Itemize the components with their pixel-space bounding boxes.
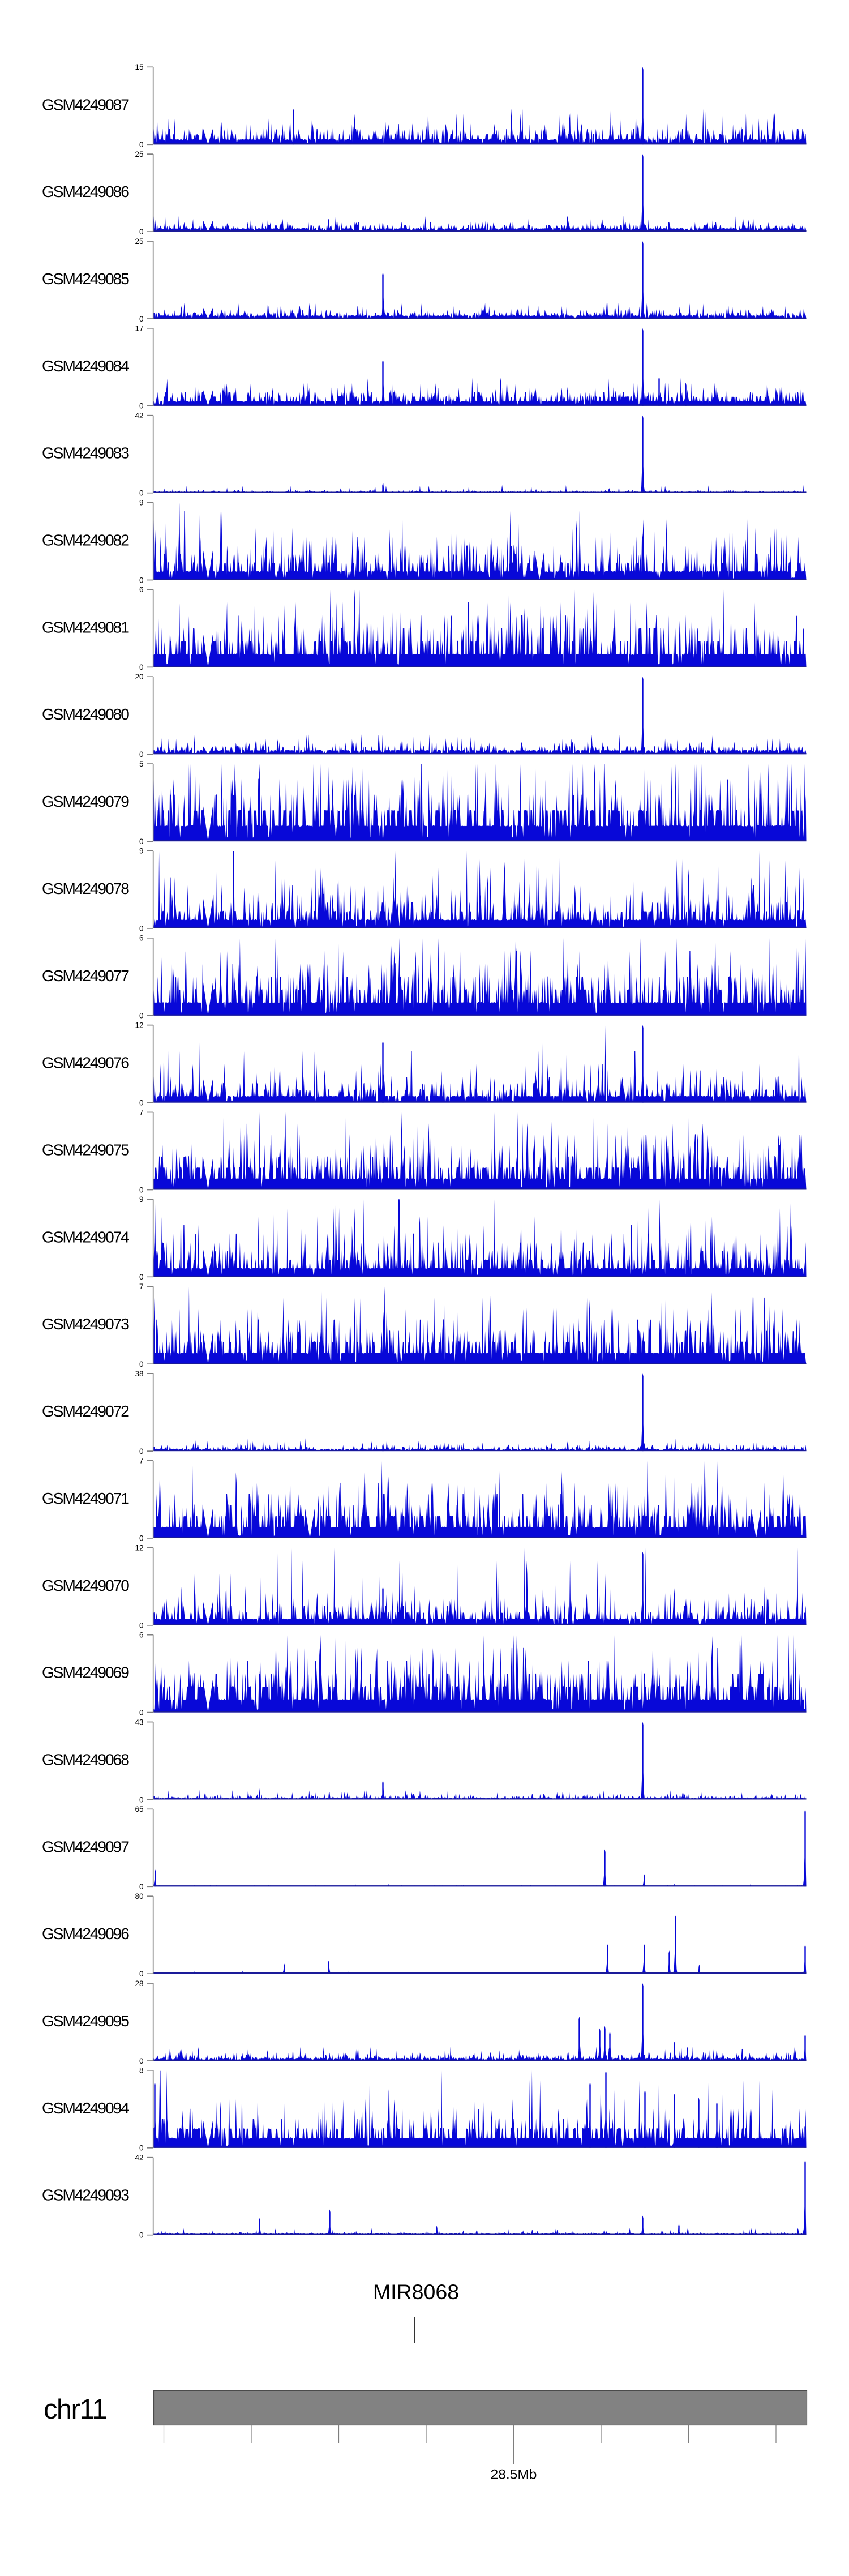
svg-text:0: 0 [139,1621,144,1630]
svg-text:0: 0 [139,140,144,149]
svg-text:0: 0 [139,576,144,584]
svg-text:GSM4249083: GSM4249083 [42,444,129,462]
svg-text:0: 0 [139,402,144,410]
svg-text:0: 0 [139,2231,144,2240]
svg-text:28.5Mb: 28.5Mb [491,2467,537,2483]
svg-text:0: 0 [139,1708,144,1717]
svg-text:GSM4249093: GSM4249093 [42,2186,129,2204]
svg-text:0: 0 [139,1795,144,1804]
svg-text:GSM4249095: GSM4249095 [42,2012,129,2030]
svg-text:7: 7 [139,1108,144,1116]
svg-text:5: 5 [139,760,144,768]
svg-text:9: 9 [139,1195,144,1204]
svg-text:38: 38 [135,1370,143,1378]
svg-text:GSM4249070: GSM4249070 [42,1577,129,1594]
svg-text:0: 0 [139,837,144,846]
svg-text:9: 9 [139,498,144,507]
svg-text:0: 0 [139,228,144,236]
svg-text:GSM4249079: GSM4249079 [42,793,129,810]
svg-text:0: 0 [139,2144,144,2153]
svg-text:0: 0 [139,925,144,933]
svg-text:GSM4249074: GSM4249074 [42,1228,129,1246]
svg-text:0: 0 [139,1360,144,1368]
svg-text:6: 6 [139,585,144,594]
svg-text:GSM4249082: GSM4249082 [42,532,129,549]
svg-text:GSM4249080: GSM4249080 [42,705,129,723]
svg-text:GSM4249077: GSM4249077 [42,967,129,985]
svg-text:0: 0 [139,1970,144,1978]
svg-text:0: 0 [139,750,144,759]
svg-text:65: 65 [135,1805,143,1813]
svg-text:0: 0 [139,1447,144,1456]
svg-text:25: 25 [135,150,143,159]
svg-text:GSM4249069: GSM4249069 [42,1664,129,1681]
svg-text:GSM4249076: GSM4249076 [42,1054,129,1072]
svg-text:0: 0 [139,2057,144,2065]
svg-text:0: 0 [139,1098,144,1107]
svg-text:15: 15 [135,63,143,71]
svg-text:0: 0 [139,1882,144,1891]
svg-text:chr11: chr11 [44,2394,106,2425]
svg-text:0: 0 [139,489,144,498]
svg-text:6: 6 [139,1631,144,1639]
svg-text:0: 0 [139,1012,144,1020]
svg-text:6: 6 [139,934,144,943]
svg-text:7: 7 [139,1282,144,1291]
svg-text:43: 43 [135,1718,143,1726]
svg-text:8: 8 [139,2066,144,2075]
svg-text:GSM4249072: GSM4249072 [42,1402,129,1420]
svg-text:GSM4249073: GSM4249073 [42,1315,129,1333]
svg-text:0: 0 [139,663,144,671]
svg-text:80: 80 [135,1892,143,1901]
svg-text:0: 0 [139,1186,144,1194]
svg-text:MIR8068: MIR8068 [373,2280,459,2304]
svg-text:GSM4249097: GSM4249097 [42,1838,129,1855]
svg-text:GSM4249087: GSM4249087 [42,96,129,113]
svg-text:GSM4249078: GSM4249078 [42,880,129,897]
svg-text:0: 0 [139,315,144,323]
svg-text:28: 28 [135,1979,143,1988]
svg-text:GSM4249081: GSM4249081 [42,618,129,636]
svg-text:7: 7 [139,1457,144,1465]
svg-text:GSM4249068: GSM4249068 [42,1751,129,1769]
svg-text:12: 12 [135,1544,143,1552]
svg-text:GSM4249084: GSM4249084 [42,357,129,375]
svg-text:42: 42 [135,412,143,420]
svg-text:17: 17 [135,324,143,333]
svg-text:GSM4249086: GSM4249086 [42,183,129,200]
svg-text:GSM4249071: GSM4249071 [42,1490,129,1507]
svg-text:0: 0 [139,1273,144,1281]
svg-text:42: 42 [135,2154,143,2162]
svg-text:9: 9 [139,847,144,855]
svg-text:0: 0 [139,1534,144,1543]
svg-text:25: 25 [135,237,143,246]
svg-text:20: 20 [135,673,143,681]
svg-text:GSM4249075: GSM4249075 [42,1141,129,1159]
svg-text:GSM4249085: GSM4249085 [42,270,129,288]
svg-text:GSM4249094: GSM4249094 [42,2099,129,2117]
svg-text:GSM4249096: GSM4249096 [42,1925,129,1942]
svg-text:12: 12 [135,1021,143,1029]
